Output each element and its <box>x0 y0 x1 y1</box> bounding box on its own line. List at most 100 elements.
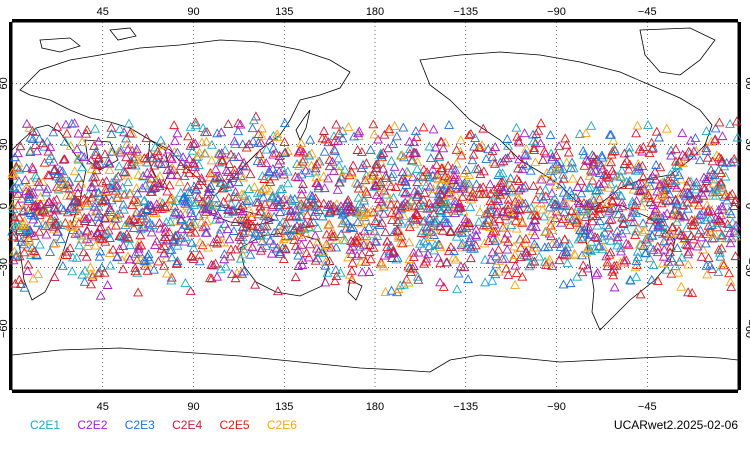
occultation-marker <box>491 209 502 219</box>
occultation-marker <box>31 126 41 136</box>
occultation-marker <box>587 216 598 226</box>
occultation-marker <box>386 199 396 209</box>
occultation-marker <box>333 153 344 163</box>
occultation-marker <box>529 145 540 155</box>
occultation-marker <box>361 215 372 225</box>
occultation-marker <box>546 215 557 225</box>
occultation-marker <box>39 204 50 214</box>
occultation-marker <box>444 119 455 129</box>
occultation-marker <box>313 205 324 214</box>
occultation-marker <box>726 157 737 167</box>
occultation-marker <box>441 179 452 189</box>
occultation-marker <box>217 156 228 166</box>
occultation-marker <box>563 147 574 157</box>
occultation-marker <box>78 247 89 257</box>
occultation-marker <box>596 150 607 160</box>
occultation-marker <box>206 259 217 269</box>
occultation-marker <box>582 242 593 252</box>
occultation-marker <box>318 246 329 256</box>
occultation-marker <box>730 228 741 238</box>
occultation-marker <box>579 160 590 170</box>
occultation-marker <box>237 200 248 210</box>
left-lat-tick-label: 0 <box>0 203 10 209</box>
occultation-marker <box>701 126 712 135</box>
occultation-marker <box>343 252 354 262</box>
occultation-marker <box>167 235 178 245</box>
occultation-marker <box>647 170 658 180</box>
occultation-marker <box>287 211 298 221</box>
occultation-marker <box>295 222 306 232</box>
top-lon-tick-label: 45 <box>97 6 109 18</box>
occultation-marker <box>94 233 105 243</box>
occultation-marker <box>439 216 450 226</box>
occultation-marker <box>202 189 213 199</box>
occultation-marker <box>169 236 180 246</box>
occultation-marker <box>558 173 569 183</box>
occultation-marker <box>254 149 265 158</box>
occultation-marker <box>453 201 464 211</box>
occultation-marker <box>275 207 286 217</box>
occultation-marker <box>696 251 707 261</box>
occultation-marker <box>212 128 223 138</box>
occultation-marker <box>488 267 499 277</box>
occultation-marker <box>74 240 85 250</box>
occultation-marker <box>703 220 714 230</box>
occultation-marker <box>525 221 536 231</box>
occultation-marker <box>487 145 498 155</box>
occultation-marker <box>543 241 554 251</box>
occultation-marker <box>77 162 88 172</box>
occultation-marker <box>448 175 459 184</box>
occultation-marker <box>319 146 330 156</box>
japan-coast <box>295 109 311 141</box>
occultation-marker <box>97 234 108 244</box>
occultation-marker <box>716 230 727 240</box>
occultation-marker <box>695 155 705 165</box>
occultation-marker <box>716 167 727 177</box>
occultation-marker <box>43 146 54 156</box>
occultation-marker <box>11 249 22 259</box>
occultation-marker <box>539 211 549 221</box>
occultation-marker <box>42 198 53 208</box>
occultation-marker <box>538 154 548 164</box>
occultation-marker <box>172 128 183 138</box>
occultation-marker <box>166 275 177 285</box>
occultation-marker <box>458 179 469 189</box>
occultation-marker <box>236 234 246 244</box>
occultation-marker <box>175 187 186 197</box>
occultation-marker <box>566 206 577 216</box>
occultation-marker <box>317 211 328 221</box>
occultation-marker <box>339 164 350 174</box>
occultation-marker <box>225 170 236 180</box>
occultation-marker <box>570 208 581 218</box>
occultation-marker <box>724 190 735 200</box>
occultation-marker <box>200 227 211 237</box>
occultation-marker <box>194 256 205 266</box>
occultation-marker <box>215 172 226 182</box>
occultation-marker <box>224 234 235 244</box>
occultation-marker <box>149 183 159 193</box>
occultation-marker <box>506 183 517 192</box>
occultation-marker <box>214 157 225 167</box>
occultation-marker <box>130 160 141 170</box>
occultation-marker <box>285 193 296 203</box>
occultation-marker <box>514 193 525 203</box>
occultation-marker <box>510 260 521 270</box>
occultation-marker <box>713 216 724 226</box>
occultation-marker <box>137 183 148 193</box>
occultation-marker <box>428 224 439 234</box>
occultation-marker <box>463 274 474 284</box>
occultation-marker <box>296 189 307 199</box>
occultation-marker <box>652 186 663 196</box>
occultation-marker <box>37 205 48 215</box>
occultation-marker <box>710 213 721 223</box>
occultation-marker <box>230 244 241 254</box>
occultation-marker <box>380 170 391 180</box>
occultation-marker <box>293 172 304 182</box>
occultation-marker <box>638 218 649 228</box>
occultation-marker <box>714 247 725 257</box>
occultation-marker <box>703 212 714 222</box>
occultation-marker <box>334 177 345 187</box>
occultation-marker <box>392 225 403 235</box>
occultation-marker <box>593 203 604 213</box>
occultation-marker <box>19 282 30 292</box>
